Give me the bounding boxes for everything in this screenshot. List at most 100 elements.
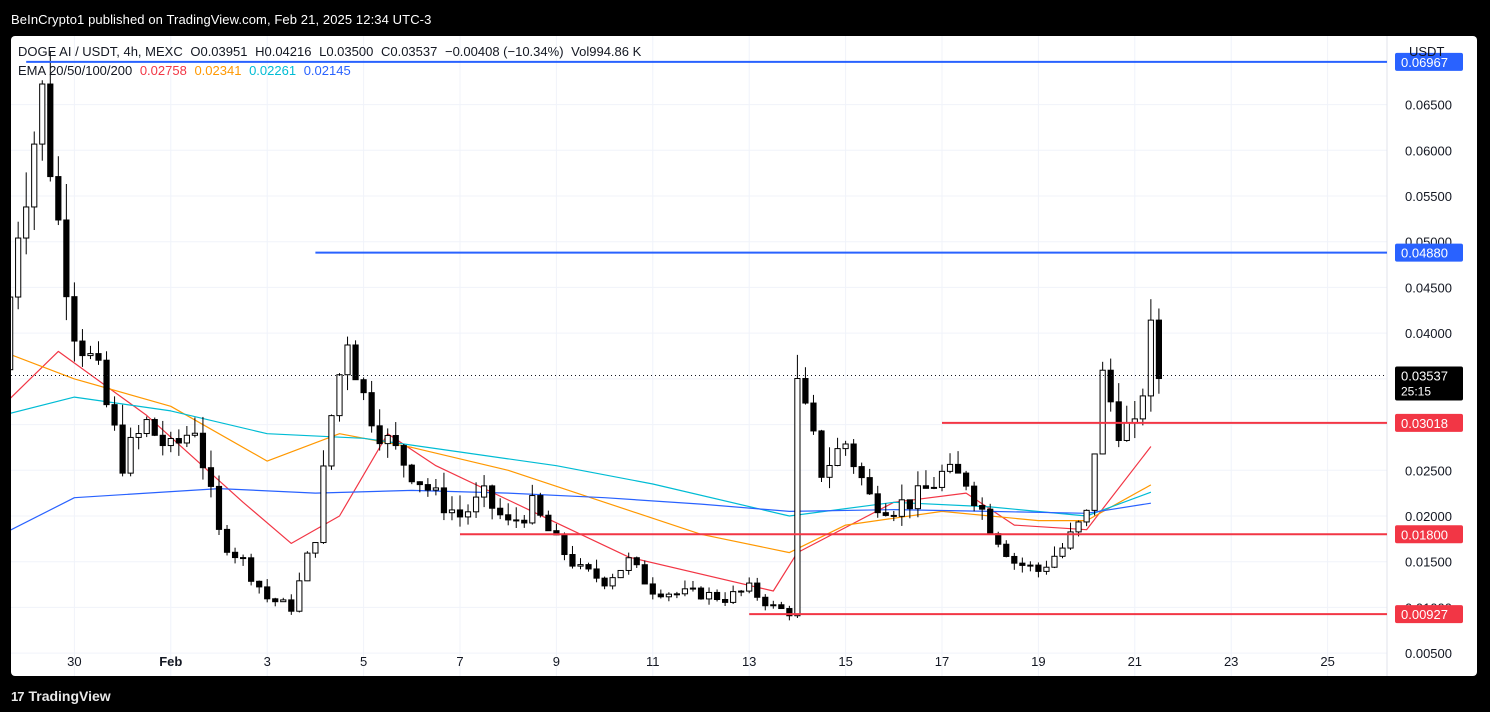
- candle-down: [1155, 319, 1163, 380]
- candle-down: [215, 485, 223, 530]
- bar-countdown-label: 25:15: [1401, 384, 1431, 398]
- x-tick-label: 11: [646, 654, 660, 669]
- candle-up: [681, 588, 689, 595]
- candle-up: [938, 470, 946, 488]
- candle-down: [922, 485, 930, 489]
- candle-down: [890, 514, 897, 517]
- y-tick-label: 0.02500: [1405, 463, 1452, 478]
- candle-up: [1091, 453, 1098, 511]
- resistance-level-tag: [1395, 243, 1463, 262]
- candle-down: [633, 557, 640, 566]
- low-value: 0.03500: [326, 44, 374, 59]
- tradingview-brand[interactable]: 17 TradingView: [11, 688, 111, 704]
- ema20-value: 0.02758: [139, 63, 187, 78]
- candle-down: [352, 344, 359, 381]
- ema-line-ema50: [11, 354, 1152, 554]
- candle-down: [103, 359, 110, 406]
- candle-down: [657, 593, 664, 598]
- y-tick-label: 0.06500: [1405, 98, 1452, 113]
- candle-down: [858, 466, 865, 479]
- candle-up: [143, 419, 150, 435]
- candle-up: [1059, 547, 1066, 557]
- candle-down: [786, 608, 793, 617]
- y-tick-label: 0.00500: [1405, 646, 1452, 661]
- candle-down: [866, 477, 873, 495]
- resistance-level-tag: [1395, 52, 1463, 71]
- candle-down: [722, 599, 729, 603]
- candle-down: [497, 507, 504, 516]
- candle-up: [609, 577, 616, 587]
- candle-up: [842, 443, 849, 450]
- y-tick-label: 0.04000: [1405, 326, 1452, 341]
- candle-up: [1123, 422, 1130, 441]
- brand-label: TradingView: [28, 688, 111, 704]
- candle-down: [416, 481, 423, 486]
- volume-value: 994.86 K: [589, 44, 642, 59]
- candle-down: [207, 467, 215, 487]
- candle-down: [95, 353, 102, 361]
- price-chart[interactable]: 0.005000.010000.015000.020000.025000.030…: [11, 36, 1477, 676]
- candle-up: [328, 415, 335, 467]
- candle-down: [256, 580, 263, 588]
- candle-up: [23, 206, 30, 239]
- y-tick-label: 0.01500: [1405, 555, 1452, 570]
- candle-down: [47, 83, 54, 178]
- close-value: 0.03537: [390, 44, 438, 59]
- symbol-label[interactable]: DOGE AI / USDT, 4h, MEXC: [18, 44, 183, 59]
- candle-down: [762, 596, 769, 607]
- candle-down: [641, 564, 648, 585]
- candle-down: [593, 568, 600, 579]
- candle-up: [705, 591, 713, 600]
- candle-up: [1027, 564, 1034, 567]
- ema50-value: 0.02341: [194, 63, 242, 78]
- low-label: L: [319, 44, 327, 59]
- publish-header: BeInCrypto1 published on TradingView.com…: [0, 0, 1490, 36]
- close-label: C: [380, 44, 391, 59]
- candle-down: [1035, 564, 1042, 572]
- candle-down: [649, 583, 656, 595]
- x-tick-label: 5: [360, 654, 367, 669]
- candle-down: [979, 505, 986, 510]
- candle-down: [585, 564, 592, 570]
- candle-down: [818, 430, 825, 478]
- candle-down: [1011, 555, 1018, 564]
- candle-down: [199, 432, 207, 469]
- candle-up: [1067, 531, 1074, 549]
- candle-up: [529, 495, 536, 524]
- candle-down: [1107, 369, 1114, 403]
- candle-up: [280, 599, 287, 603]
- candle-down: [456, 509, 464, 518]
- candle-up: [481, 485, 488, 498]
- candle-down: [521, 519, 528, 524]
- level-label: 0.04880: [1401, 246, 1448, 261]
- candle-down: [545, 514, 552, 532]
- candle-up: [384, 435, 391, 445]
- y-tick-label: 0.06000: [1405, 143, 1452, 158]
- currency-unit[interactable]: USDT: [1409, 44, 1445, 59]
- level-label: 0.03018: [1401, 416, 1448, 431]
- ema-label[interactable]: EMA 20/50/100/200: [18, 63, 133, 78]
- volume-label: Vol: [571, 44, 590, 59]
- ema-line-ema200: [11, 488, 1151, 531]
- y-tick-label: 0.04500: [1405, 280, 1452, 295]
- candle-down: [360, 379, 367, 394]
- candle-up: [665, 593, 672, 598]
- candle-down: [1019, 562, 1026, 566]
- change-value: −0.00408 (−10.34%): [444, 44, 564, 59]
- candle-down: [223, 528, 231, 553]
- candle-up: [914, 485, 921, 510]
- candle-down: [408, 464, 415, 483]
- candle-up: [738, 590, 745, 593]
- candle-up: [1147, 319, 1154, 397]
- candle-down: [754, 582, 761, 598]
- last-price-tag: [1395, 366, 1463, 401]
- x-tick-label: 13: [742, 654, 756, 669]
- chart-panel[interactable]: 0.005000.010000.015000.020000.025000.030…: [11, 36, 1477, 676]
- candle-up: [625, 557, 632, 571]
- candle-up: [320, 465, 327, 544]
- candle-up: [31, 143, 38, 208]
- candle-down: [697, 587, 705, 600]
- candle-up: [617, 569, 624, 579]
- open-value: 0.03951: [200, 44, 248, 59]
- candle-up: [191, 432, 199, 436]
